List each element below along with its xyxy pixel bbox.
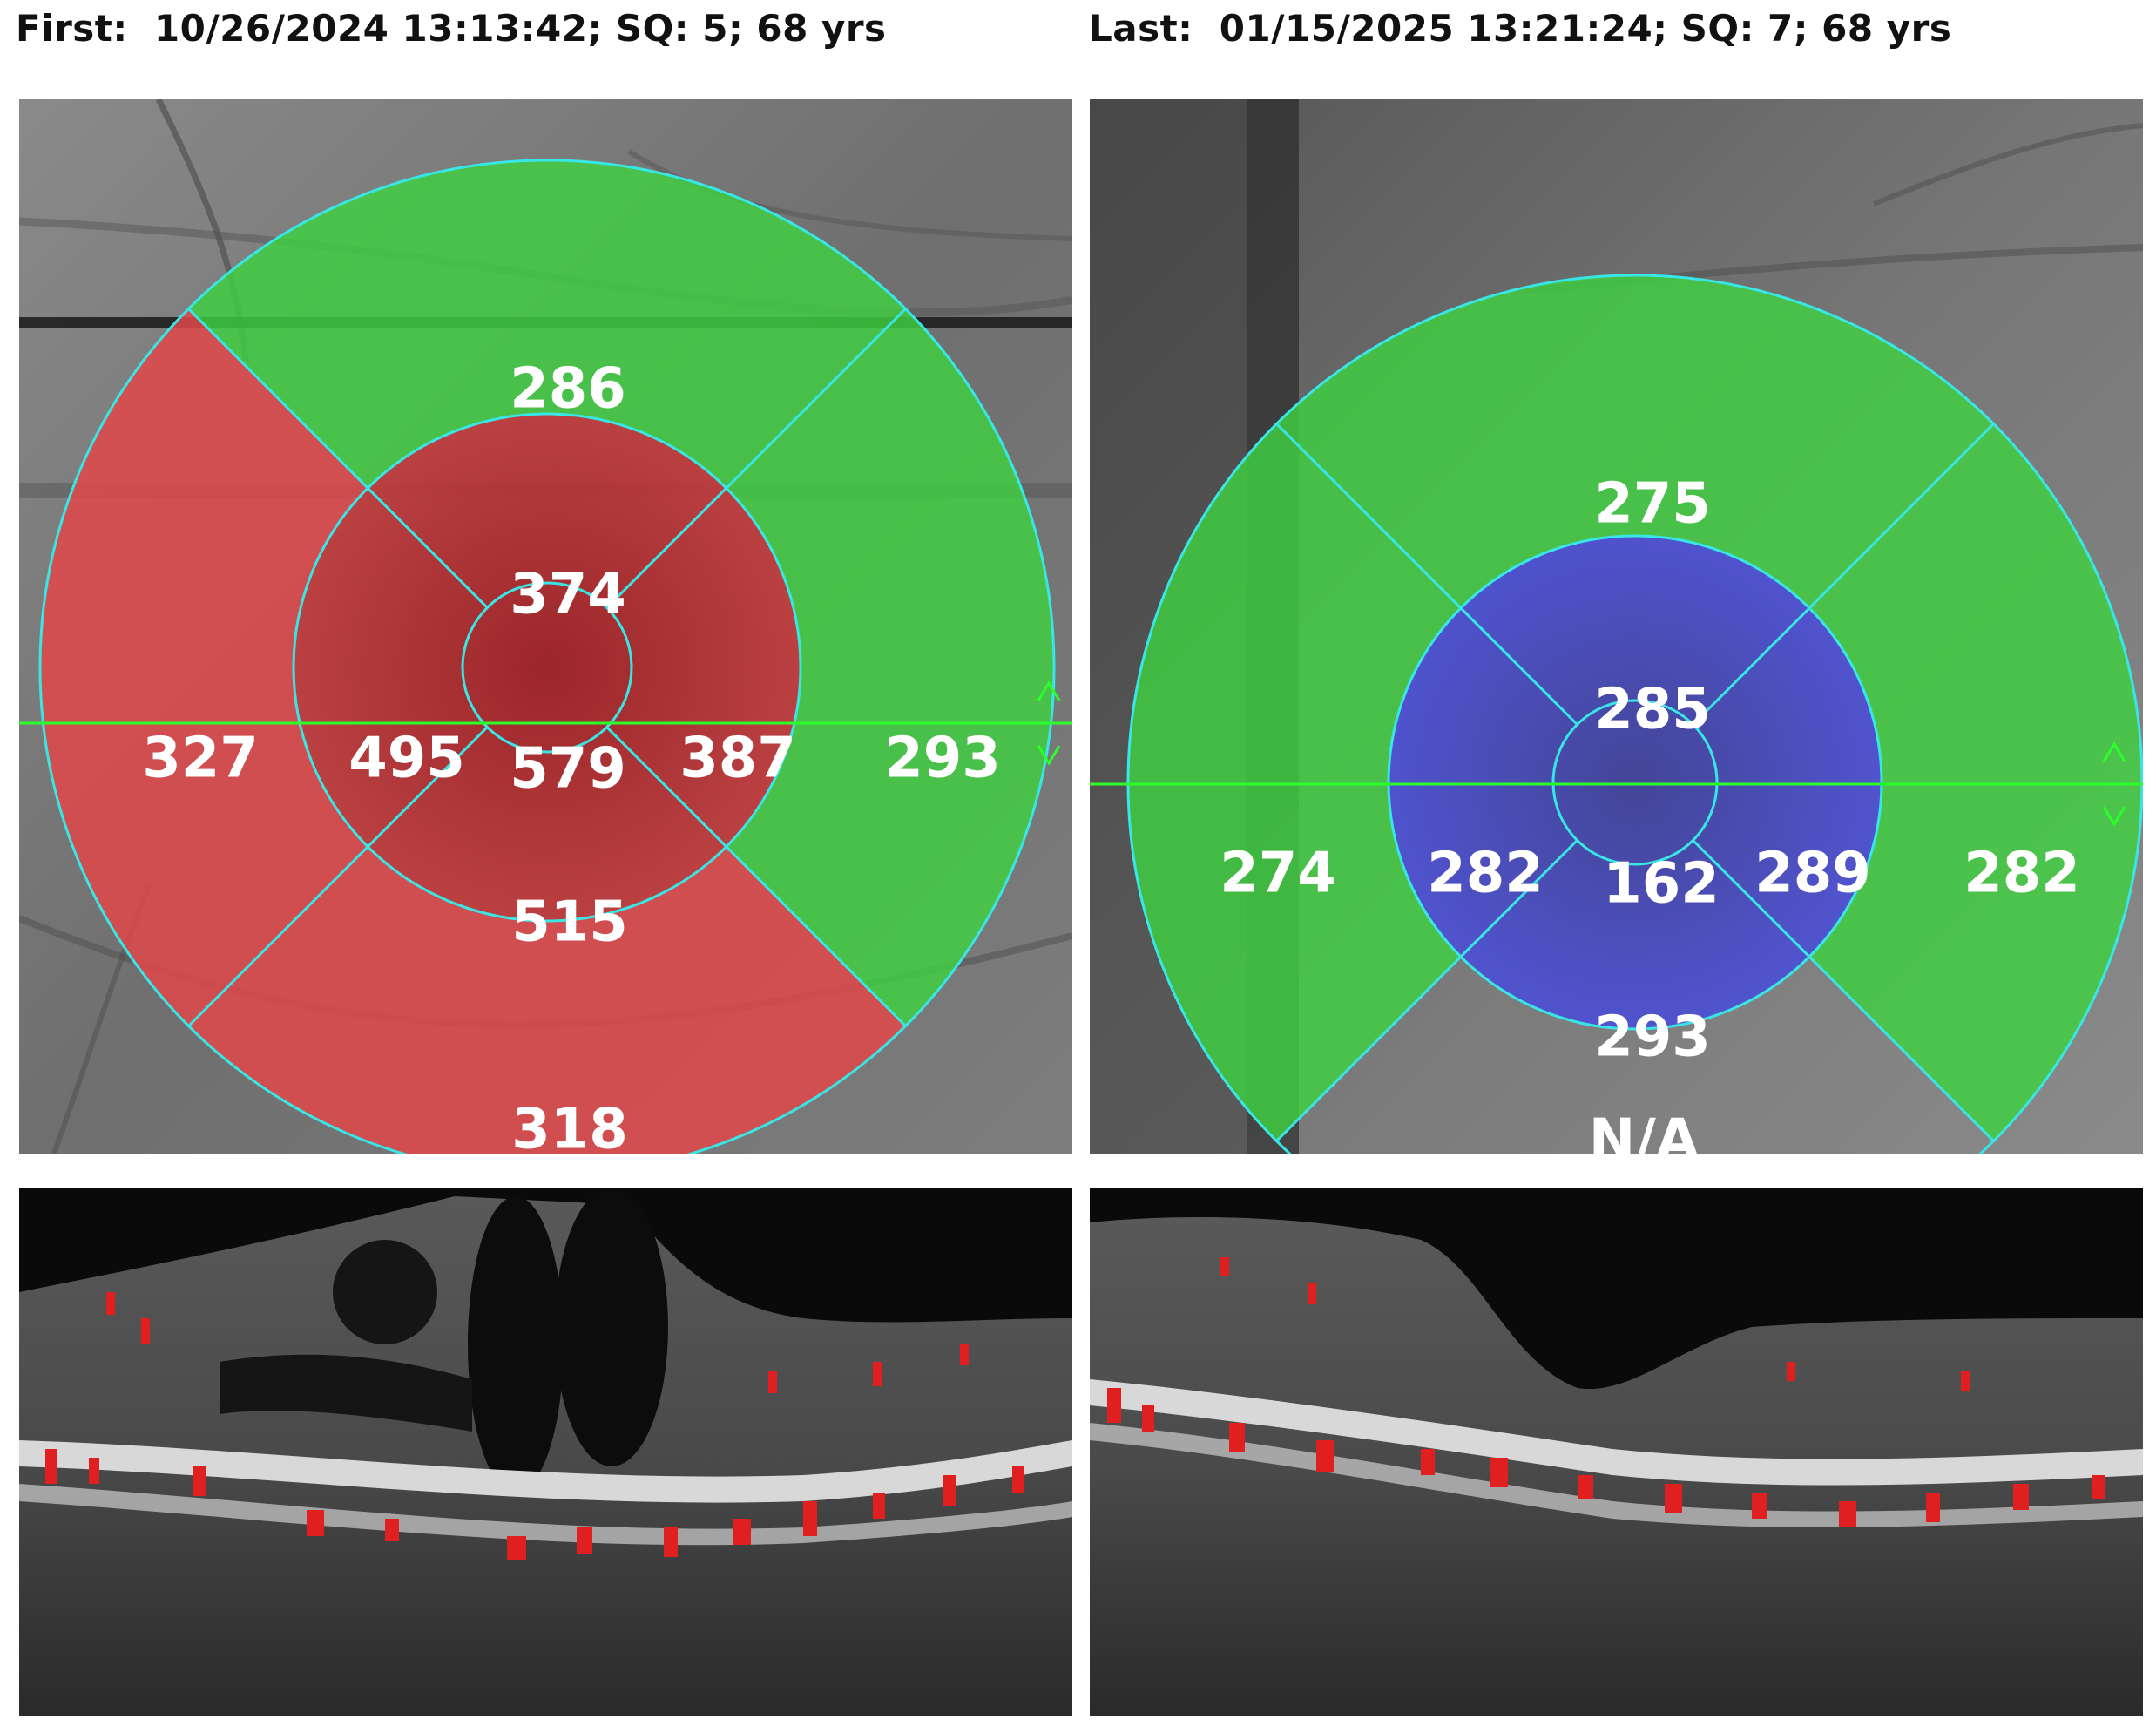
first-thickness-map[interactable]: 286 374 327 495 579 387 293 515 318 [19,99,1072,1154]
first-outer-nasal-value: 327 [142,727,259,791]
last-outer-temporal-value: 282 [1963,842,2080,906]
first-inner-superior-value: 374 [510,563,626,627]
last-outer-superior-value: 275 [1594,472,1711,537]
first-outer-temporal-value: 293 [884,727,1001,791]
last-oct-image [1090,1188,2143,1716]
arrow-down-icon[interactable] [1037,745,1061,766]
last-fundus-image: 275 285 274 282 162 289 282 293 N/A [1090,99,2143,1154]
first-outer-inferior-value: 318 [511,1098,628,1154]
first-inner-temporal-value: 387 [679,727,796,791]
last-inner-nasal-value: 282 [1427,842,1544,906]
last-outer-nasal-value: 274 [1220,842,1336,906]
first-oct-bscan [19,1188,1072,1716]
last-inner-inferior-value: 293 [1594,1005,1711,1070]
arrow-up-icon[interactable] [2102,741,2126,762]
last-outer-inferior-value: N/A [1589,1108,1700,1154]
arrow-down-icon[interactable] [2102,806,2126,827]
last-center-value: 162 [1603,852,1720,917]
first-outer-superior-value: 286 [510,357,626,422]
last-inner-superior-value: 285 [1594,678,1711,742]
first-center-value: 579 [510,737,626,802]
first-inner-inferior-value: 515 [511,890,628,955]
last-oct-bscan [1090,1188,2143,1716]
last-inner-temporal-value: 289 [1754,842,1871,906]
first-inner-nasal-value: 495 [348,727,465,791]
first-fundus-image: 286 374 327 495 579 387 293 515 318 [19,99,1072,1154]
first-oct-image [19,1188,1072,1716]
first-scan-header: First: 10/26/2024 13:13:42; SQ: 5; 68 yr… [16,7,887,50]
last-thickness-map[interactable]: 275 285 274 282 162 289 282 293 N/A [1090,99,2143,1154]
last-scan-header: Last: 01/15/2025 13:21:24; SQ: 7; 68 yrs [1089,7,1952,50]
arrow-up-icon[interactable] [1037,680,1061,701]
